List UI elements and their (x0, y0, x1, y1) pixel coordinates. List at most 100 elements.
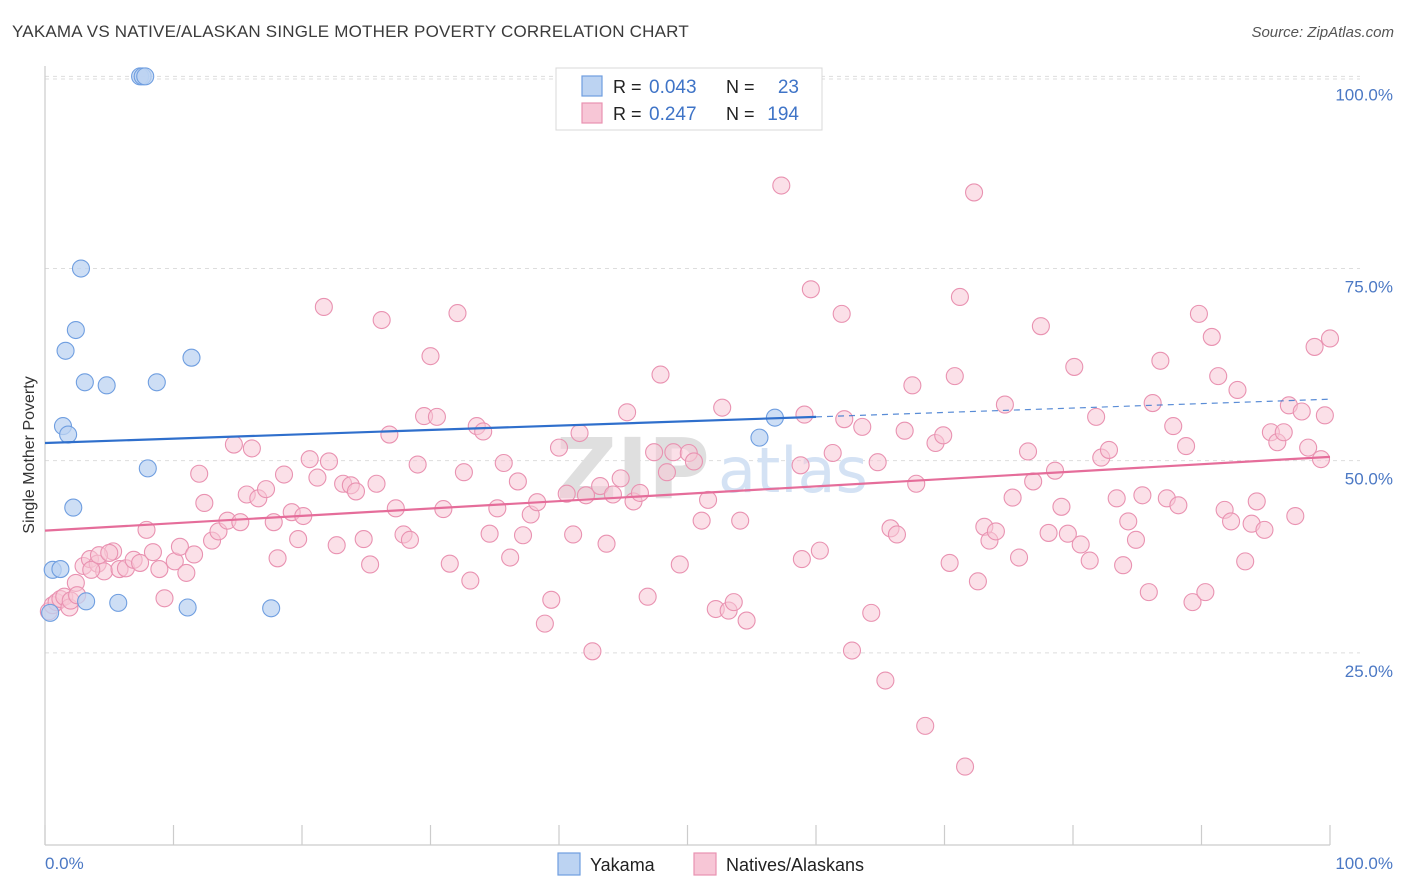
native-point-83 (583, 642, 602, 661)
native-point-54 (386, 499, 405, 518)
y-tick-label-1: 50.0% (1345, 470, 1393, 489)
native-point-70 (494, 453, 513, 473)
native-point-124 (903, 376, 922, 395)
native-point-43 (314, 297, 333, 317)
native-point-95 (664, 443, 683, 462)
bottom-legend: Yakama Natives/Alaskans (557, 852, 864, 876)
legend-n-label-1: N = (726, 77, 755, 97)
native-point-114 (832, 304, 851, 323)
native-point-148 (1065, 357, 1084, 376)
native-point-64 (454, 463, 473, 482)
native-point-39 (289, 530, 308, 549)
native-point-53 (380, 425, 399, 444)
native-point-19 (155, 589, 174, 608)
native-point-122 (887, 525, 907, 544)
native-point-113 (823, 443, 842, 463)
native-point-42 (308, 468, 327, 487)
bottom-legend-yakama: Yakama (590, 855, 656, 875)
bottom-legend-natives: Natives/Alaskans (726, 855, 864, 875)
native-point-17 (143, 543, 162, 562)
native-point-98 (684, 452, 703, 471)
x-tick-label-min: 0.0% (45, 854, 84, 873)
native-point-93 (651, 365, 670, 384)
native-point-154 (1107, 489, 1126, 508)
native-point-188 (1320, 329, 1340, 348)
yakama-point-12 (109, 593, 128, 612)
native-point-157 (1126, 530, 1146, 549)
native-point-73 (513, 526, 533, 545)
native-point-81 (570, 423, 589, 443)
native-point-69 (488, 499, 507, 518)
native-point-174 (1236, 552, 1255, 571)
native-point-72 (508, 472, 527, 491)
native-point-166 (1183, 593, 1202, 612)
native-point-155 (1114, 556, 1133, 575)
native-point-138 (995, 395, 1014, 414)
yakama-point-8 (56, 341, 75, 360)
yakama-point-6 (66, 320, 85, 340)
native-point-111 (801, 280, 820, 299)
trend-lines (44, 398, 1331, 532)
yakama-point-11 (97, 376, 116, 395)
native-point-151 (1087, 407, 1106, 426)
native-point-187 (1315, 406, 1334, 425)
yakama-point-19 (178, 598, 197, 617)
native-point-137 (986, 522, 1005, 541)
yakama-point-0 (41, 603, 60, 622)
y-tick-label-0: 25.0% (1345, 662, 1393, 681)
native-point-99 (692, 511, 711, 530)
yakama-point-17 (147, 373, 166, 392)
native-point-86 (603, 485, 623, 504)
native-point-176 (1247, 492, 1266, 511)
native-point-84 (591, 477, 610, 496)
native-point-128 (934, 426, 953, 445)
native-point-173 (1228, 380, 1247, 400)
legend-n-value-1: 23 (778, 77, 799, 98)
yakama-point-2 (51, 560, 70, 579)
native-point-177 (1255, 520, 1274, 539)
native-point-145 (1045, 461, 1065, 480)
legend-swatch-natives (581, 102, 603, 124)
legend-r-value-1: 0.043 (649, 77, 697, 98)
native-point-163 (1164, 417, 1183, 436)
native-point-120 (876, 671, 895, 690)
native-point-50 (361, 555, 380, 574)
native-point-48 (346, 482, 366, 501)
native-point-88 (618, 403, 637, 422)
native-point-92 (645, 443, 664, 462)
native-point-96 (670, 555, 689, 574)
native-point-134 (968, 572, 987, 591)
native-point-25 (195, 493, 214, 513)
native-point-153 (1099, 440, 1119, 459)
native-point-57 (408, 455, 427, 474)
native-point-184 (1299, 438, 1318, 457)
native-point-165 (1177, 437, 1196, 456)
legend-n-label-2: N = (726, 104, 755, 124)
native-point-172 (1222, 512, 1241, 531)
natives-trend-line (44, 455, 1331, 532)
native-point-130 (945, 367, 964, 386)
native-point-115 (835, 410, 854, 429)
native-point-105 (731, 511, 750, 530)
native-point-170 (1209, 367, 1228, 386)
native-point-67 (474, 422, 493, 441)
native-point-45 (327, 536, 346, 555)
yakama-point-7 (71, 259, 91, 278)
native-point-140 (1009, 548, 1029, 567)
native-point-185 (1305, 337, 1324, 356)
native-point-117 (853, 417, 872, 436)
native-point-123 (895, 421, 914, 440)
legend-box: R = 0.043 N = 23 R = 0.247 N = 194 (555, 67, 823, 131)
legend-r-value-2: 0.247 (649, 104, 697, 125)
native-point-131 (950, 287, 969, 307)
native-point-169 (1202, 327, 1221, 346)
native-point-91 (638, 587, 657, 606)
native-point-161 (1151, 351, 1170, 370)
native-point-143 (1031, 317, 1050, 336)
y-tick-label-3: 100.0% (1335, 85, 1393, 104)
x-tick-label-max: 100.0% (1335, 854, 1393, 873)
native-point-56 (400, 530, 419, 549)
native-point-24 (190, 464, 209, 483)
yakama-point-5 (64, 498, 83, 517)
native-point-102 (713, 398, 732, 417)
